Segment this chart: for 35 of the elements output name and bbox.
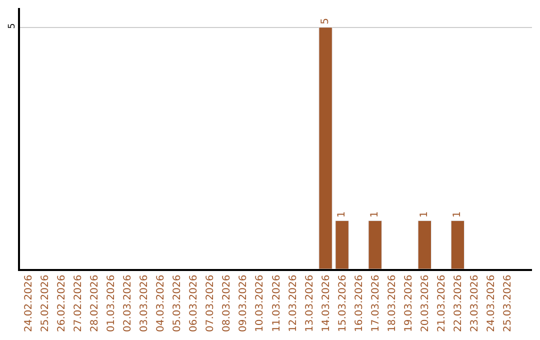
x-tick-label: 24.03.2026 bbox=[486, 274, 497, 332]
x-tick-label: 06.03.2026 bbox=[188, 274, 200, 332]
x-tick-label: 05.03.2026 bbox=[172, 274, 184, 332]
x-tick-label: 25.03.2026 bbox=[502, 274, 514, 332]
x-tick-label: 07.03.2026 bbox=[205, 274, 216, 332]
x-tick-label: 19.03.2026 bbox=[403, 274, 414, 332]
x-tick-label: 12.03.2026 bbox=[288, 274, 299, 332]
x-tick-label: 09.03.2026 bbox=[238, 274, 250, 332]
x-tick-label: 28.02.2026 bbox=[90, 274, 101, 332]
x-tick-label: 04.03.2026 bbox=[156, 274, 167, 332]
x-tick-label: 03.03.2026 bbox=[139, 274, 150, 332]
x-tick-label: 02.03.2026 bbox=[122, 274, 134, 332]
x-tick-label: 18.03.2026 bbox=[386, 274, 398, 332]
x-tick-label: 22.03.2026 bbox=[452, 274, 464, 332]
x-tick-label: 14.03.2026 bbox=[320, 274, 332, 332]
x-tick-label: 23.03.2026 bbox=[469, 274, 480, 332]
x-tick-label: 08.03.2026 bbox=[222, 274, 233, 332]
data-label: 1 bbox=[336, 211, 348, 218]
x-tick-label: 11.03.2026 bbox=[271, 274, 282, 332]
x-tick-label: 13.03.2026 bbox=[304, 274, 316, 332]
x-tick-label: 15.03.2026 bbox=[337, 274, 348, 332]
x-tick-label: 17.03.2026 bbox=[370, 274, 382, 332]
x-tick-label: 21.03.2026 bbox=[436, 274, 448, 332]
x-tick-label: 25.02.2026 bbox=[40, 274, 52, 332]
x-tick-label: 10.03.2026 bbox=[254, 274, 266, 332]
x-tick-label: 27.02.2026 bbox=[73, 274, 84, 332]
x-tick-label: 16.03.2026 bbox=[354, 274, 365, 332]
data-label: 5 bbox=[320, 18, 332, 24]
x-tick-label: 01.03.2026 bbox=[106, 274, 118, 332]
data-label: 1 bbox=[370, 211, 381, 218]
data-label: 1 bbox=[419, 211, 430, 218]
x-tick-label: 24.02.2026 bbox=[24, 274, 35, 332]
x-tick-label: 20.03.2026 bbox=[420, 274, 431, 332]
x-tick-label: 26.02.2026 bbox=[56, 274, 68, 332]
data-label: 1 bbox=[452, 211, 464, 218]
